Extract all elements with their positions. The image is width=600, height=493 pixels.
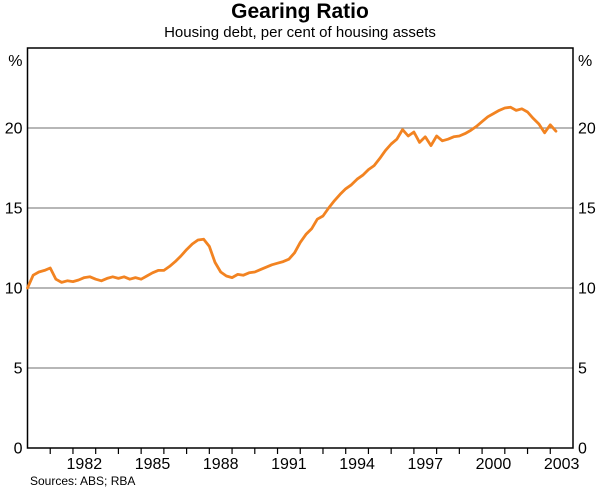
y-axis-unit-label-left: %: [8, 53, 22, 70]
x-axis-tick-label: 1994: [339, 456, 375, 473]
chart-title: Gearing Ratio: [231, 0, 369, 23]
chart-subtitle: Housing debt, per cent of housing assets: [164, 24, 436, 41]
y-axis-tick-label-right: 5: [578, 361, 587, 378]
y-axis-tick-label-right: 15: [578, 201, 596, 218]
y-axis-tick-label-left: 20: [5, 121, 23, 138]
y-axis-tick-label-left: 5: [14, 361, 23, 378]
plot-border: [26, 47, 574, 449]
x-axis-tick-label: 1997: [407, 456, 443, 473]
x-axis-tick-label: 2000: [476, 456, 512, 473]
y-axis-tick-label-left: 10: [5, 281, 23, 298]
y-axis-tick-label-right: 20: [578, 121, 596, 138]
x-axis-tick-label: 1985: [135, 456, 171, 473]
y-axis-tick-label-left: 0: [14, 441, 23, 458]
y-axis-tick-label-left: 15: [5, 201, 23, 218]
x-axis-tick-label: 1982: [67, 456, 103, 473]
y-axis-unit-label-right: %: [578, 53, 592, 70]
x-axis-tick-label: 1991: [271, 456, 307, 473]
data-line-gearing-ratio: [26, 105, 558, 290]
y-axis-tick-label-right: 10: [578, 281, 596, 298]
x-axis-tick-label: 2003: [544, 456, 580, 473]
x-axis-tick-label: 1988: [203, 456, 239, 473]
y-axis-tick-label-right: 0: [578, 441, 587, 458]
sources-note: Sources: ABS; RBA: [30, 474, 136, 488]
